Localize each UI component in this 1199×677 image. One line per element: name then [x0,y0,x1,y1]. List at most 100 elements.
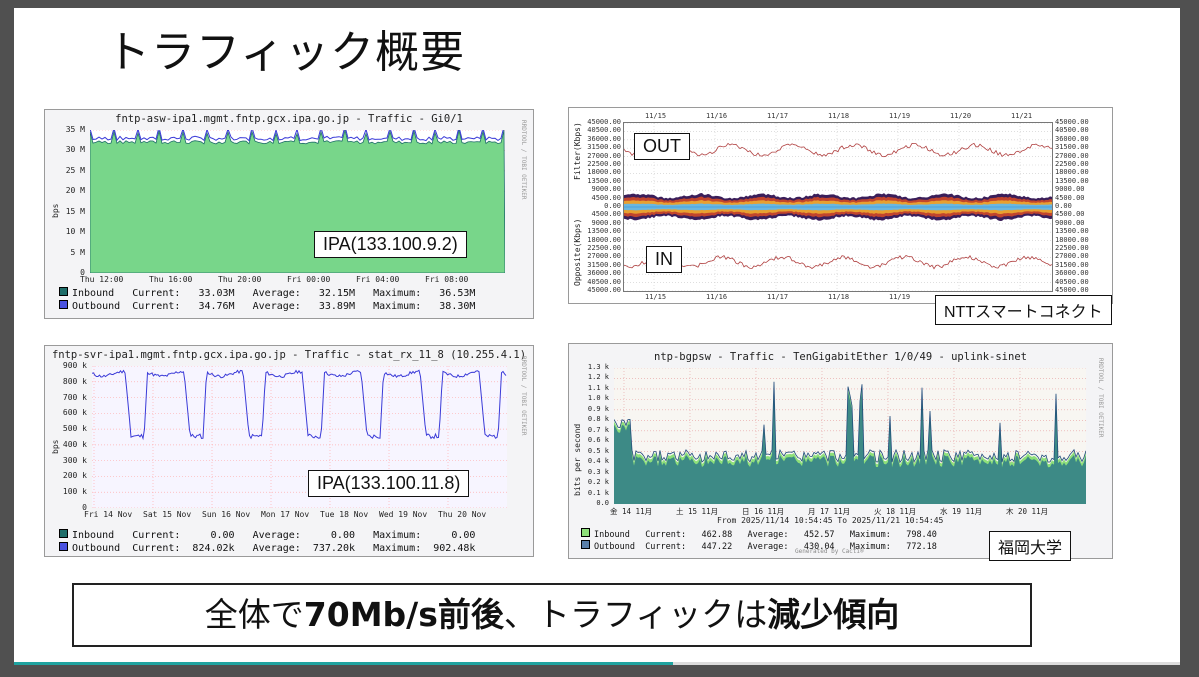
y-tick-label: 25 M [65,165,85,175]
y-tick-left: 22500.00 [587,244,621,252]
rrdtool-credit: RRDTOOL / TOBI OETIKER [1097,358,1104,438]
y-tick-left: 4500.00 [591,210,621,219]
out-line [624,142,1052,158]
graph-ipa-stat-rx: fntp-svr-ipa1.mgmt.fntp.gcx.ipa.go.jp - … [44,345,534,557]
bottom-date-label: 11/17 [767,293,789,301]
y-tick-right: 36000.00 [1055,134,1089,143]
legend-w1: Current: [132,288,187,299]
top-date-label: 11/21 [1011,112,1033,120]
plot-area [614,368,1086,504]
legend-name: Inbound [72,288,133,299]
y-tick-right: 27000.00 [1055,151,1089,160]
legend-row: Inbound Current: 33.03M Average: 32.15M … [59,287,475,300]
legend: Inbound Current: 462.88 Average: 452.57 … [581,528,937,552]
legend-max: 902.48k [427,543,476,554]
y-tick-label: 30 M [65,145,85,155]
y-tick-right: 13500.00 [1055,176,1089,185]
y-tick-right: 0.00 [1055,202,1072,210]
y-tick-right: 36000.00 [1055,269,1089,278]
legend-swatch [59,542,68,551]
y-tick-right: 18000.00 [1055,235,1089,244]
y-tick-left: 13500.00 [587,176,621,185]
legend-w2: Average: [252,543,307,554]
y-tick-left: 0.00 [604,202,621,210]
y-tick-label: 1.0 k [587,394,609,403]
y-tick-right: 45000.00 [1055,118,1089,126]
legend-row: Outbound Current: 447.22 Average: 430.04… [581,540,937,552]
legend-avg: 33.89M [306,301,374,312]
legend-max: 38.30M [427,301,476,312]
conclusion-part2: 70Mb/s前後 [303,595,504,634]
graph-title: fntp-asw-ipa1.mgmt.fntp.gcx.ipa.go.jp - … [115,113,463,125]
top-date-label: 11/15 [645,112,667,120]
y-tick-left: 40500.00 [587,277,621,286]
legend-cur: 462.88 [691,530,748,540]
legend-cur: 0.00 [186,530,253,541]
legend-avg: 452.57 [793,530,850,540]
legend-swatch [581,528,590,537]
legend-w1: Current: [645,530,692,540]
y-tick-left: 36000.00 [587,269,621,278]
ntt-provider-label: NTTスマートコネクト [935,295,1112,325]
legend-avg: 430.04 [793,542,850,552]
legend-w2: Average: [747,530,794,540]
y-tick-label: 0.1 k [587,488,609,497]
outbound-area [614,386,1086,504]
y-tick-right: 22500.00 [1055,244,1089,252]
left-axis-bottom: Opposite(Kbps) [573,218,582,286]
y-tick-left: 45000.00 [587,118,621,126]
y-tick-label: 500 k [62,424,87,434]
x-tick-label: 日 16 11月 [742,507,785,516]
y-tick-label: 600 k [62,408,87,418]
y-tick-right: 18000.00 [1055,168,1089,177]
legend-w2: Average: [747,542,794,552]
x-tick-label: Thu 20 Nov [438,510,487,519]
y-tick-right: 13500.00 [1055,227,1089,236]
x-tick-label: 水 19 11月 [940,507,983,516]
y-tick-label: 5 M [70,247,85,257]
legend-w3: Maximum: [849,542,896,552]
plot-area [623,122,1053,292]
y-tick-label: 0.5 k [587,446,609,455]
y-tick-label: 0.3 k [587,467,609,476]
legend-w2: Average: [252,530,307,541]
y-tick-label: 0.9 k [587,404,609,413]
legend-w3: Maximum: [373,543,428,554]
x-tick-label: 土 15 11月 [676,507,719,516]
y-tick-label: 15 M [65,206,85,216]
in-line [624,254,1052,270]
legend-w2: Average: [252,288,307,299]
graph-ipa-gi0-1: fntp-asw-ipa1.mgmt.fntp.gcx.ipa.go.jp - … [44,109,534,319]
legend-w1: Current: [132,301,187,312]
legend: Inbound Current: 33.03M Average: 32.15M … [59,287,475,313]
y-tick-left: 4500.00 [591,193,621,202]
y-tick-right: 40500.00 [1055,126,1089,135]
cacti-credit: Generated by Cacti® [795,548,864,555]
y-tick-label: 35 M [65,125,85,134]
y-tick-label: 900 k [62,361,87,370]
y-tick-left: 27000.00 [587,252,621,261]
top-date-label: 11/17 [767,112,789,120]
legend-cur: 824.02k [186,543,253,554]
x-tick-label: Thu 12:00 [80,275,124,284]
x-tick-label: Thu 16:00 [149,275,193,284]
legend-cur: 34.76M [186,301,253,312]
y-tick-right: 9000.00 [1055,218,1085,227]
x-tick-label: Fri 14 Nov [84,510,133,519]
out-label: OUT [634,133,690,160]
legend-max: 0.00 [427,530,476,541]
x-tick-label: Mon 17 Nov [261,510,310,519]
legend-w1: Current: [132,543,187,554]
legend-swatch [59,529,68,538]
y-tick-right: 22500.00 [1055,160,1089,168]
top-date-label: 11/20 [950,112,972,120]
ipa-11-8-label: IPA(133.100.11.8) [308,470,470,497]
y-tick-label: 300 k [62,455,87,465]
y-tick-label: 1.2 k [587,373,609,382]
graph-title: ntp-bgpsw - Traffic - TenGigabitEther 1/… [654,351,1027,363]
legend-name: Outbound [594,542,646,552]
y-tick-label: 400 k [62,439,87,449]
legend-w1: Current: [645,542,692,552]
x-tick-label: Fri 04:00 [356,275,400,284]
y-tick-label: 0.4 k [587,457,609,466]
